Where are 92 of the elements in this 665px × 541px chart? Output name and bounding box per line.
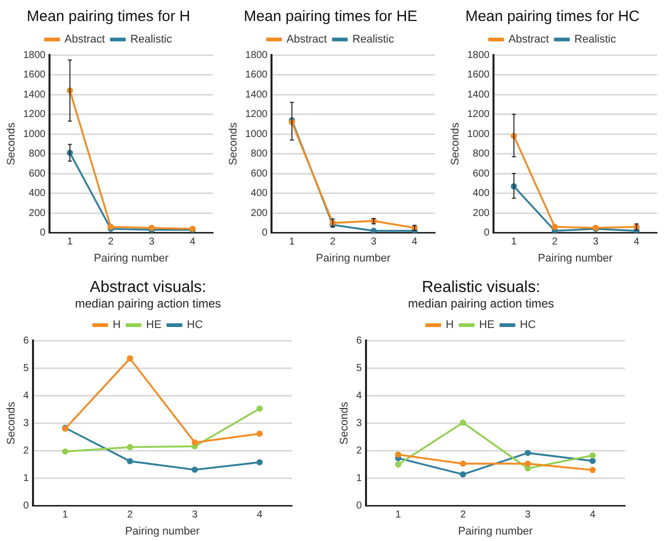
x-tick-label: 4	[412, 236, 418, 248]
y-tick-label: 1200	[23, 109, 46, 120]
y-tick-label: 200	[472, 208, 490, 219]
y-tick-label: 3	[356, 418, 362, 429]
x-tick-label: 1	[511, 236, 518, 248]
legend-label: Realistic	[130, 34, 172, 46]
x-tick-label: 3	[592, 236, 599, 248]
x-tick-label: 3	[370, 236, 377, 248]
y-tick-label: 4	[23, 390, 30, 402]
y-tick-label: 0	[484, 228, 490, 239]
x-tick-label: 1	[395, 510, 402, 521]
x-tick-label: 4	[190, 236, 196, 248]
y-tick-label: 1600	[245, 70, 268, 81]
y-tick-label: 200	[28, 208, 46, 219]
x-axis-title: Pairing number	[458, 525, 534, 538]
y-tick-label: 5	[23, 362, 30, 374]
y-tick-label: 6	[356, 335, 362, 346]
chart-title: Mean pairing times for HE	[244, 8, 418, 26]
chart-title: Realistic visuals:	[422, 279, 540, 296]
x-tick-label: 1	[289, 236, 296, 248]
y-tick-label: 1	[23, 473, 30, 484]
y-tick-label: 800	[250, 148, 268, 160]
legend-label: HE	[146, 319, 162, 332]
x-axis-title: Pairing number	[538, 252, 613, 264]
y-tick-label: 1000	[467, 128, 490, 140]
y-tick-label: 1200	[245, 109, 268, 120]
x-axis-title: Pairing number	[94, 252, 169, 264]
legend-label: Abstract	[286, 34, 327, 46]
y-tick-label: 1400	[23, 89, 46, 100]
y-tick-label: 0	[23, 500, 30, 512]
y-tick-label: 800	[472, 148, 490, 160]
x-tick-label: 2	[330, 236, 336, 248]
x-tick-label: 2	[552, 236, 558, 248]
chart-title: Mean pairing times for H	[26, 8, 190, 26]
y-tick-label: 600	[28, 168, 46, 180]
legend-label: HE	[479, 319, 494, 332]
chart-subtitle: median pairing action times	[408, 296, 554, 311]
y-tick-label: 0	[262, 228, 268, 239]
legend-label: Abstract	[508, 34, 549, 46]
legend-label: Realistic	[352, 34, 394, 46]
y-tick-label: 1200	[467, 109, 490, 120]
y-tick-label: 400	[28, 188, 46, 200]
y-tick-label: 4	[356, 390, 362, 402]
legend-label: H	[446, 319, 454, 332]
y-tick-label: 5	[356, 362, 362, 374]
y-tick-label: 400	[250, 188, 268, 200]
y-tick-label: 200	[250, 208, 268, 219]
y-tick-label: 600	[250, 168, 268, 180]
y-tick-label: 0	[356, 500, 362, 512]
chart-title: Mean pairing times for HC	[465, 8, 640, 26]
y-tick-label: 600	[472, 168, 490, 180]
y-axis-title: Seconds	[228, 122, 240, 166]
y-tick-label: 1600	[23, 70, 46, 81]
legend-label: HC	[520, 319, 536, 332]
y-tick-label: 2	[356, 445, 362, 456]
x-axis-title: Pairing number	[125, 525, 200, 538]
y-tick-label: 400	[472, 188, 490, 200]
y-axis-title: Seconds	[338, 401, 351, 445]
y-tick-label: 1600	[467, 70, 490, 81]
y-tick-label: 1	[356, 473, 362, 484]
y-tick-label: 1800	[467, 50, 490, 61]
y-tick-label: 1000	[245, 128, 268, 140]
x-tick-label: 3	[148, 236, 155, 248]
y-tick-label: 1000	[23, 128, 46, 140]
y-tick-label: 6	[23, 335, 30, 346]
y-axis-title: Seconds	[6, 122, 18, 166]
legend-label: Realistic	[574, 34, 616, 46]
x-tick-label: 1	[67, 236, 74, 248]
y-tick-label: 3	[23, 418, 30, 429]
x-tick-label: 2	[460, 510, 466, 521]
x-tick-label: 3	[525, 510, 532, 521]
y-tick-label: 1800	[245, 50, 268, 61]
x-tick-label: 1	[62, 510, 68, 521]
x-axis-title: Pairing number	[316, 252, 391, 264]
y-tick-label: 0	[40, 228, 46, 239]
y-tick-label: 1400	[467, 89, 490, 100]
legend-label: H	[112, 319, 121, 332]
x-tick-label: 4	[590, 510, 596, 521]
x-tick-label: 2	[108, 236, 114, 248]
y-tick-label: 2	[23, 445, 30, 456]
y-tick-label: 800	[28, 148, 46, 160]
y-axis-title: Seconds	[450, 122, 462, 166]
legend-label: Abstract	[64, 34, 105, 46]
x-tick-label: 3	[192, 510, 198, 521]
y-axis-title: Seconds	[6, 401, 18, 445]
legend-label: HC	[186, 319, 203, 332]
chart-subtitle: median pairing action times	[74, 296, 222, 311]
y-tick-label: 1800	[23, 50, 46, 61]
x-tick-label: 2	[127, 510, 134, 521]
x-tick-label: 4	[634, 236, 640, 248]
y-tick-label: 1400	[245, 89, 268, 100]
chart-title: Abstract visuals:	[90, 279, 206, 296]
